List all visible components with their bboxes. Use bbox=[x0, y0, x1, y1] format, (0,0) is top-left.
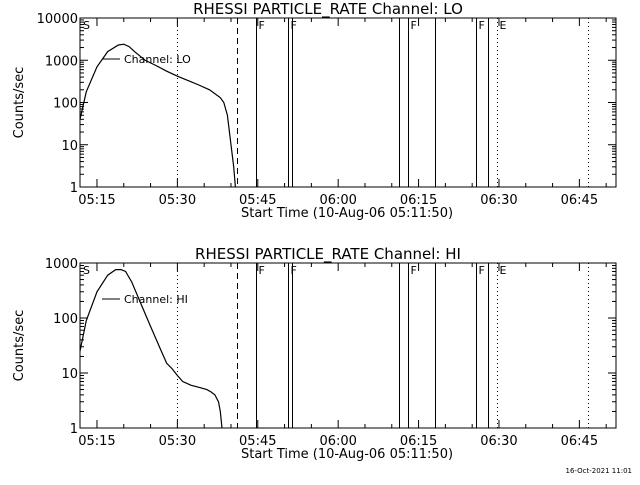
plot-frame bbox=[79, 262, 617, 429]
y-tick-label: 100 bbox=[53, 312, 78, 327]
y-tick-label: 1 bbox=[70, 181, 78, 196]
y-tick-label: 10000 bbox=[37, 12, 78, 27]
x-tick-label: 06:45 bbox=[561, 193, 598, 208]
x-tick-label: 06:45 bbox=[561, 434, 598, 449]
data-series-line bbox=[79, 269, 223, 429]
y-tick-label: 10 bbox=[61, 367, 78, 382]
y-tick-label: 10 bbox=[61, 139, 78, 154]
event-marker-label: F bbox=[291, 19, 297, 32]
chart-title: RHESSI PARTICLE_RATE Channel: HI bbox=[195, 245, 461, 264]
legend-label: Channel: LO bbox=[124, 53, 191, 66]
x-tick-label: 05:45 bbox=[239, 434, 276, 449]
event-marker-label: E bbox=[500, 264, 507, 277]
x-tick-label: 06:30 bbox=[480, 193, 517, 208]
x-tick-label: 05:45 bbox=[239, 193, 276, 208]
x-tick-label: 05:15 bbox=[78, 434, 115, 449]
chart-title: RHESSI PARTICLE_RATE Channel: LO bbox=[193, 0, 463, 19]
x-axis-label: Start Time (10-Aug-06 05:11:50) bbox=[241, 447, 453, 462]
legend-label: Channel: HI bbox=[124, 293, 188, 306]
start-marker-label: S bbox=[83, 19, 90, 32]
y-tick-label: 1000 bbox=[45, 257, 78, 272]
event-marker-label: F bbox=[411, 264, 417, 277]
y-axis-label: Counts/sec bbox=[12, 67, 27, 139]
x-axis-label: Start Time (10-Aug-06 05:11:50) bbox=[241, 206, 453, 221]
event-marker-label: F bbox=[479, 19, 485, 32]
event-marker-label: F bbox=[291, 264, 297, 277]
x-tick-label: 06:00 bbox=[319, 434, 356, 449]
y-tick-label: 1000 bbox=[45, 54, 78, 69]
start-marker-label: S bbox=[83, 264, 90, 277]
y-tick-label: 1 bbox=[70, 422, 78, 437]
x-tick-label: 05:30 bbox=[159, 193, 196, 208]
footer-timestamp: 16-Oct-2021 11:01 bbox=[565, 467, 632, 475]
x-tick-label: 06:30 bbox=[480, 434, 517, 449]
event-marker-label: F bbox=[259, 19, 265, 32]
y-tick-label: 100 bbox=[53, 97, 78, 112]
data-series-line bbox=[79, 43, 236, 188]
x-tick-label: 06:15 bbox=[400, 193, 437, 208]
event-marker-label: F bbox=[259, 264, 265, 277]
event-marker-label: E bbox=[500, 19, 507, 32]
x-tick-label: 05:15 bbox=[78, 193, 115, 208]
plot-frame bbox=[79, 17, 617, 188]
x-tick-label: 06:00 bbox=[319, 193, 356, 208]
x-tick-label: 06:15 bbox=[400, 434, 437, 449]
x-tick-label: 05:30 bbox=[159, 434, 196, 449]
event-marker-label: F bbox=[479, 264, 485, 277]
y-axis-label: Counts/sec bbox=[12, 310, 27, 382]
event-marker-label: F bbox=[411, 19, 417, 32]
